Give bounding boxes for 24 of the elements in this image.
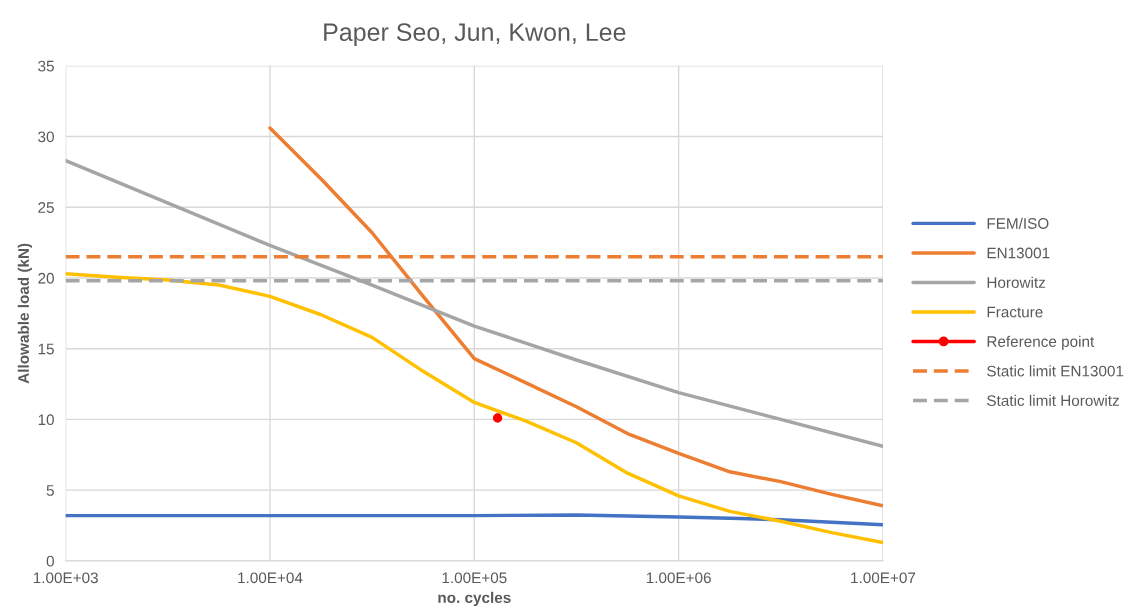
legend-label: Fracture [987, 306, 1043, 318]
legend-label: Static limit Horowitz [987, 394, 1119, 406]
y-tick-label: 0 [46, 555, 54, 567]
legend-label: EN13001 [987, 247, 1050, 259]
legend-label: Static limit EN13001 [987, 365, 1124, 377]
legend-label: Reference point [987, 335, 1095, 350]
x-tick-label: 1.00E+03 [33, 572, 98, 584]
x-axis-title: no. cycles [438, 591, 511, 607]
y-tick-label: 35 [38, 60, 54, 72]
legend-label: FEM/ISO [987, 217, 1049, 229]
x-tick-label: 1.00E+06 [646, 572, 711, 584]
y-tick-label: 5 [46, 485, 54, 496]
y-tick-label: 15 [38, 343, 54, 355]
legend-label: Horowitz [987, 276, 1046, 288]
x-tick-label: 1.00E+07 [851, 572, 916, 584]
chart-title: Paper Seo, Jun, Kwon, Lee [324, 23, 626, 46]
y-tick-label: 20 [38, 272, 54, 284]
x-tick-label: 1.00E+05 [442, 572, 507, 584]
y-tick-label: 30 [38, 131, 54, 143]
line-series [65, 272, 883, 545]
y-tick-label: 25 [38, 202, 54, 213]
x-tick-label: 1.00E+04 [238, 572, 303, 584]
y-axis-title: Allowable load (kN) [17, 243, 32, 384]
y-tick-label: 10 [38, 414, 54, 426]
